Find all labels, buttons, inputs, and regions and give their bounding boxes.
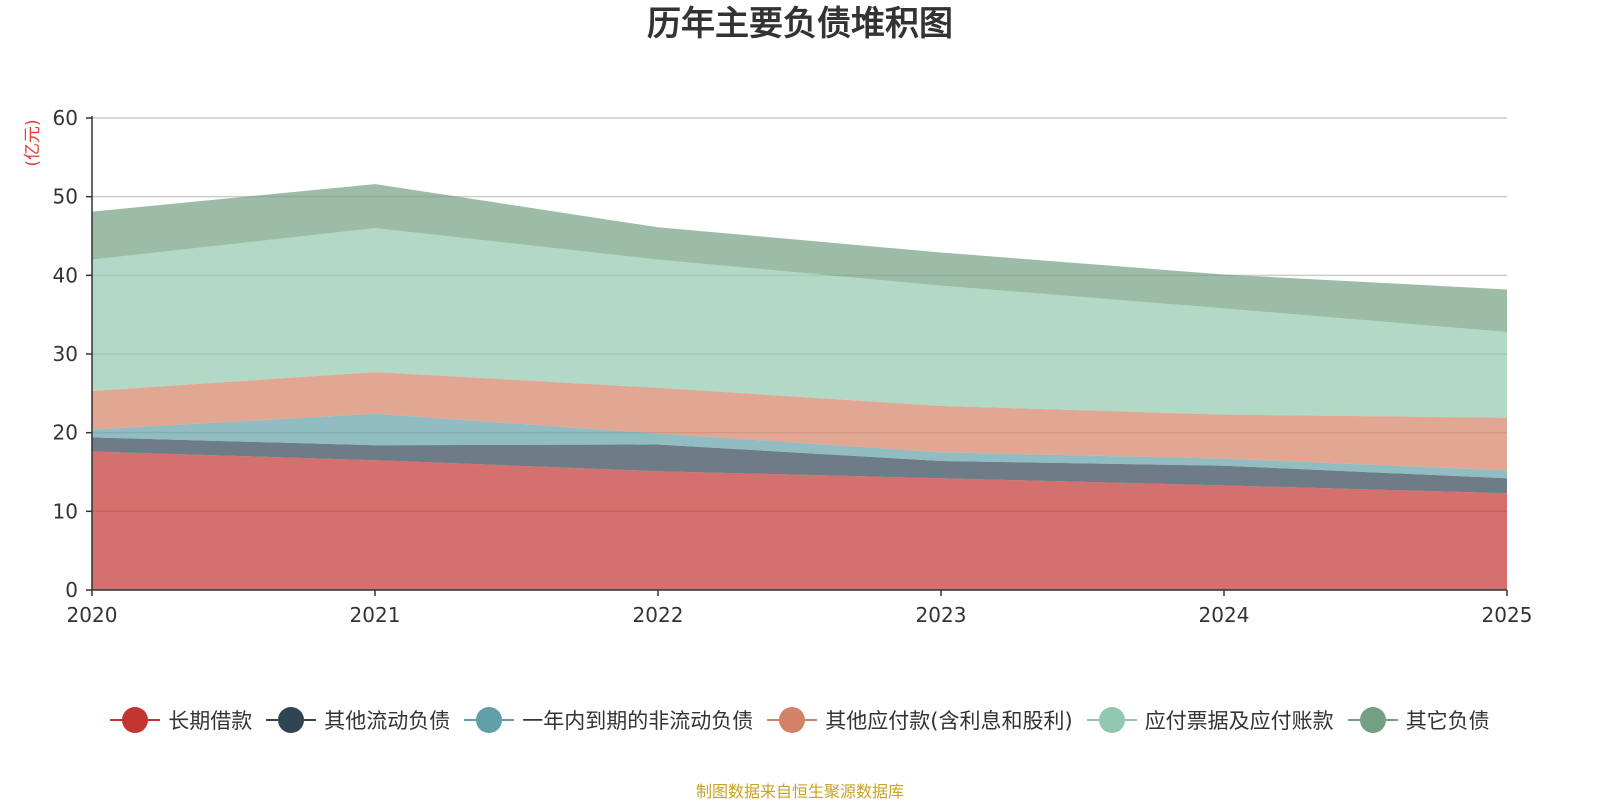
y-tick-label: 0 (65, 578, 78, 602)
y-tick-label: 30 (53, 342, 78, 366)
legend-swatch-icon (464, 707, 515, 733)
legend-label: 应付票据及应付账款 (1144, 709, 1334, 733)
source-note: 制图数据来自恒生聚源数据库 (695, 782, 904, 801)
legend-swatch-icon (767, 707, 818, 733)
x-tick-label: 2022 (633, 603, 684, 627)
y-tick-label: 10 (53, 499, 78, 523)
area-series-3 (92, 413, 1507, 479)
x-tick-label: 2024 (1199, 603, 1250, 627)
tick-labels: 0 10 20 30 40 50 60 2020 2021 2022 2023 2024 2025 (53, 106, 1533, 627)
legend-label: 长期借款 (168, 709, 253, 733)
legend-label: 其他流动负债 (324, 709, 451, 733)
stacked-area-chart: 0 10 20 30 40 50 60 2020 2021 2022 2023 2024 2025 (亿… (23, 106, 1533, 627)
legend-item[interactable]: 其它负债 (1347, 705, 1490, 735)
x-tick-label: 2021 (350, 603, 401, 627)
legend-label: 一年内到期的非流动负债 (522, 709, 754, 733)
axes (86, 116, 1508, 596)
legend-item[interactable]: 其他流动负债 (266, 705, 450, 735)
area-series (92, 184, 1507, 590)
legend-item[interactable]: 其他应付款(含利息和股利) (767, 705, 1073, 735)
y-tick-label: 40 (53, 263, 78, 287)
area-series-4 (92, 372, 1507, 471)
legend-item[interactable]: 应付票据及应付账款 (1086, 705, 1334, 735)
x-tick-label: 2020 (67, 603, 118, 627)
y-unit-label: (亿元) (23, 119, 43, 166)
area-series-1 (92, 451, 1507, 590)
x-tick-label: 2023 (916, 603, 967, 627)
legend-label: 其他应付款(含利息和股利) (825, 709, 1073, 733)
y-tick-label: 50 (53, 185, 78, 209)
legend-swatch-icon (266, 707, 317, 733)
legend-swatch-icon (1086, 707, 1137, 733)
y-tick-label: 20 (53, 421, 78, 445)
y-tick-label: 60 (53, 106, 78, 130)
area-series-5 (92, 228, 1507, 418)
legend-swatch-icon (1347, 707, 1398, 733)
legend-swatch-icon (110, 707, 161, 733)
area-series-6 (92, 184, 1507, 332)
chart-title: 历年主要负债堆积图 (647, 4, 953, 44)
legend-label: 其它负债 (1405, 709, 1490, 733)
legend-item[interactable]: 一年内到期的非流动负债 (464, 705, 753, 735)
legend: 长期借款 其他流动负债 一年内到期的非流动负债 其他应付款(含利息和股利) 应付票据及应… (0, 700, 1600, 740)
x-tick-label: 2025 (1482, 603, 1533, 627)
legend-item[interactable]: 长期借款 (110, 705, 252, 735)
area-series-2 (92, 437, 1507, 494)
